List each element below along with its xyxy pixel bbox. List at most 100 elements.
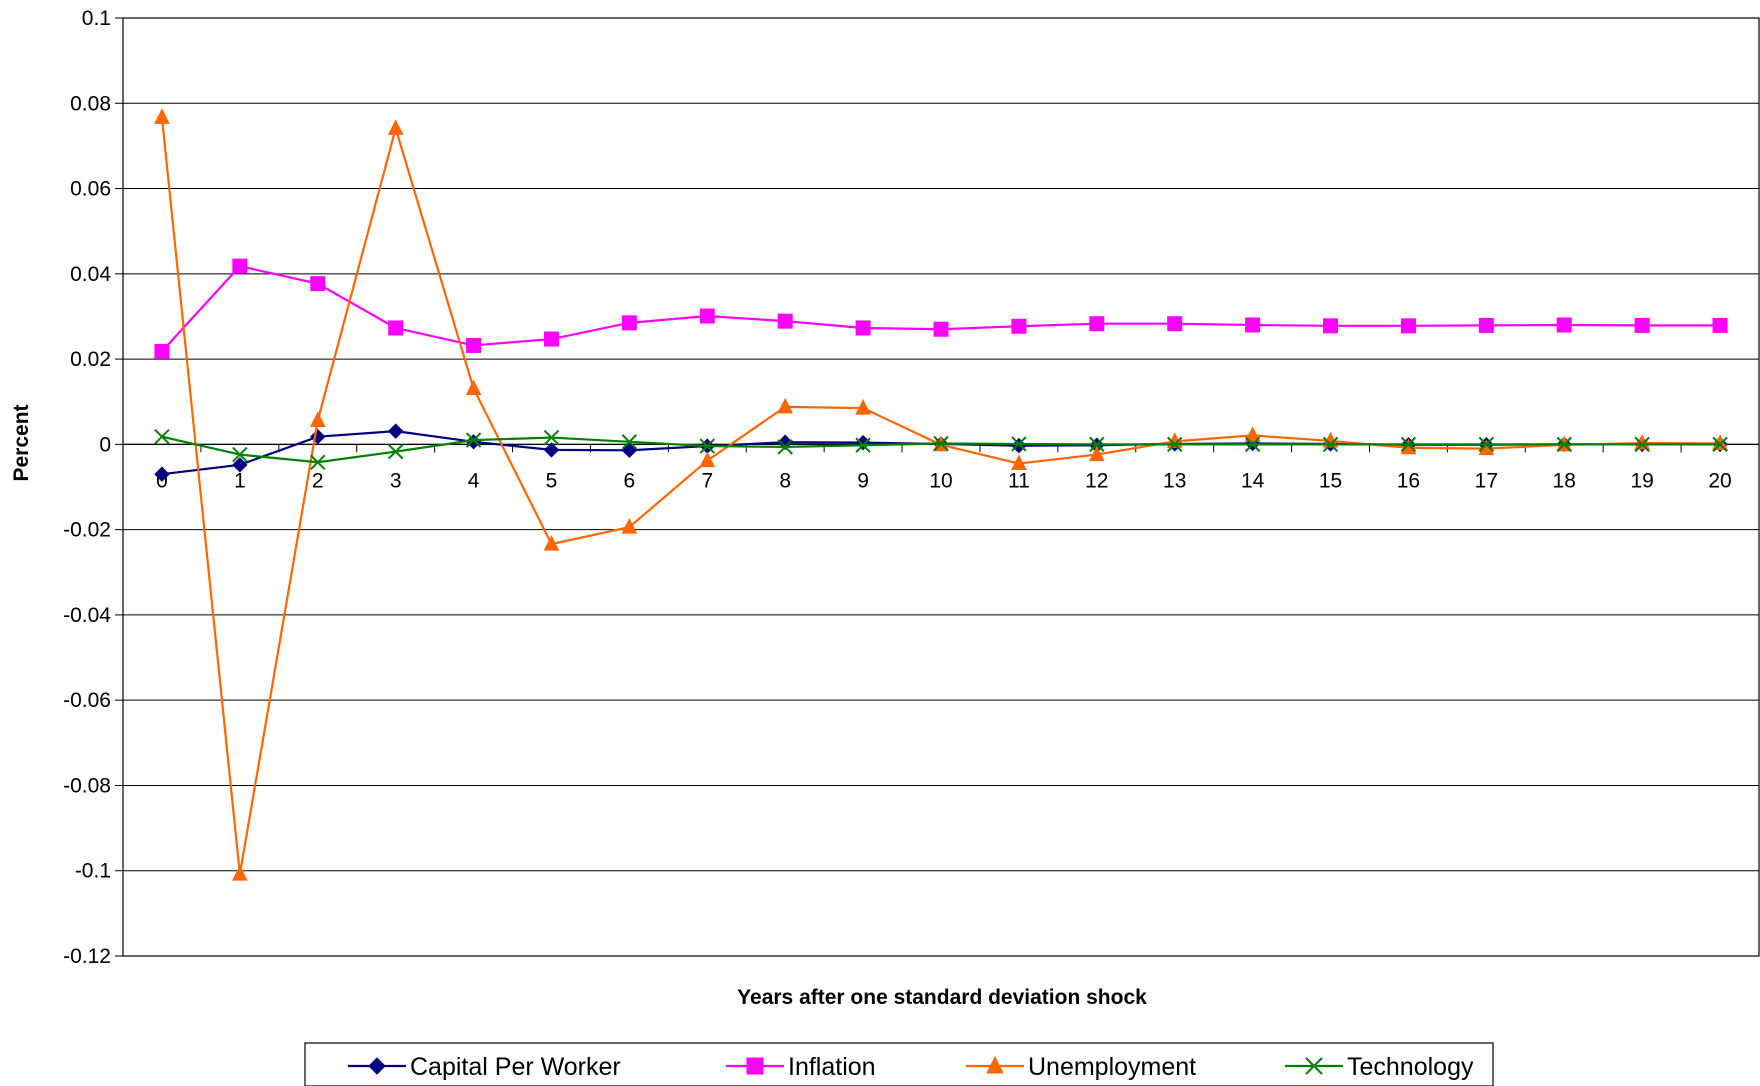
x-marker	[1167, 436, 1183, 453]
square-marker	[310, 276, 326, 292]
y-tick-labels: 0.1 0.08 0.06 0.04 0.02 0 -0.02 -0.04 -0.06 -0.08…	[63, 7, 111, 968]
x-marker	[1244, 436, 1261, 453]
triangle-marker	[543, 535, 560, 551]
series-inflation	[154, 258, 1728, 359]
square-marker	[466, 337, 482, 353]
diamond-marker	[777, 434, 793, 450]
triangle-marker	[777, 397, 793, 414]
triangle-marker	[621, 517, 638, 534]
legend-item: Unemployment	[966, 1053, 1196, 1081]
legend-label: Inflation	[788, 1053, 876, 1081]
square-marker	[1245, 317, 1261, 333]
x-marker	[1011, 436, 1027, 452]
x-marker	[777, 439, 793, 455]
square-marker	[1089, 316, 1105, 332]
series-technology	[154, 428, 1728, 470]
y-tick-label: 0.02	[70, 348, 111, 371]
x-tick-label: 12	[1085, 469, 1108, 492]
y-tick-label: 0.08	[70, 92, 111, 115]
x-marker	[543, 429, 560, 446]
x-marker	[1089, 436, 1105, 453]
triangle-marker	[154, 108, 170, 124]
square-marker	[746, 1057, 764, 1075]
x-marker	[855, 437, 871, 453]
square-marker	[1011, 318, 1027, 334]
square-marker	[1323, 318, 1339, 334]
diamond-marker	[621, 442, 638, 459]
diamond-marker	[368, 1057, 386, 1075]
legend: Capital Per Worker Inflation Unemployment T…	[304, 1042, 1494, 1086]
square-marker	[1556, 317, 1572, 333]
square-marker	[855, 320, 871, 336]
gridlines	[115, 17, 1759, 957]
x-tick-label: 4	[468, 469, 480, 492]
triangle-marker	[986, 1055, 1004, 1074]
x-marker	[1712, 436, 1728, 453]
diamond-marker	[232, 457, 248, 473]
square-marker	[621, 315, 637, 331]
y-tick-label: -0.04	[63, 604, 111, 627]
y-tick-label: -0.08	[63, 774, 111, 797]
series-group	[154, 108, 1728, 881]
x-marker	[621, 434, 638, 450]
x-marker	[232, 446, 248, 463]
x-tick-label: 16	[1397, 469, 1420, 492]
x-tick-label: 14	[1241, 469, 1265, 492]
x-tick-label: 10	[929, 469, 952, 492]
diamond-marker	[387, 423, 404, 439]
y-tick-label: -0.02	[63, 519, 111, 542]
plot-area	[122, 17, 1760, 957]
square-marker	[777, 313, 793, 329]
x-marker	[1478, 436, 1495, 453]
x-tick-label: 2	[312, 469, 324, 492]
y-tick-label: 0.1	[82, 7, 111, 30]
legend-item: Capital Per Worker	[348, 1053, 621, 1081]
x-tick-label: 8	[779, 469, 791, 492]
x-tick-label: 15	[1319, 469, 1342, 492]
x-marker	[387, 443, 404, 460]
legend-item: Technology	[1285, 1053, 1474, 1081]
diamond-marker	[154, 466, 170, 482]
square-marker	[1400, 318, 1416, 334]
x-marker	[1634, 436, 1650, 453]
triangle-marker	[387, 119, 404, 135]
y-tick-label: -0.12	[63, 945, 111, 968]
diamond-marker	[543, 442, 560, 458]
x-tick-label: 7	[701, 469, 713, 492]
triangle-marker	[699, 451, 716, 468]
square-marker	[154, 343, 170, 359]
y-tick-label: -0.1	[75, 860, 111, 883]
x-marker	[310, 454, 326, 470]
legend-label: Technology	[1347, 1053, 1474, 1081]
legend-item: Inflation	[726, 1053, 876, 1081]
triangle-marker	[1011, 454, 1027, 471]
x-axis-label: Years after one standard deviation shock	[737, 986, 1147, 1009]
square-marker	[1478, 317, 1494, 333]
legend-label: Unemployment	[1028, 1053, 1196, 1081]
square-marker	[1167, 316, 1183, 332]
x-tick-label: 6	[624, 469, 636, 492]
x-marker	[1400, 436, 1417, 453]
x-tick-label: 1	[234, 469, 246, 492]
x-tick-label: 5	[546, 469, 558, 492]
square-marker	[933, 321, 949, 337]
triangle-marker	[309, 411, 326, 427]
x-tick-label: 9	[857, 469, 869, 492]
square-marker	[543, 331, 559, 347]
x-marker	[1305, 1057, 1323, 1075]
x-tick-label: 13	[1163, 469, 1186, 492]
triangle-marker	[1089, 445, 1105, 462]
square-marker	[1634, 317, 1650, 333]
x-marker	[154, 428, 170, 445]
x-marker	[1322, 436, 1339, 453]
x-marker	[1556, 436, 1572, 453]
triangle-marker	[232, 865, 248, 881]
x-marker	[699, 438, 715, 454]
legend-box	[304, 1042, 1494, 1086]
triangle-marker	[1712, 434, 1728, 451]
square-marker	[699, 308, 715, 324]
square-marker	[1712, 317, 1728, 333]
triangle-marker	[465, 379, 482, 396]
x-marker	[465, 432, 482, 448]
